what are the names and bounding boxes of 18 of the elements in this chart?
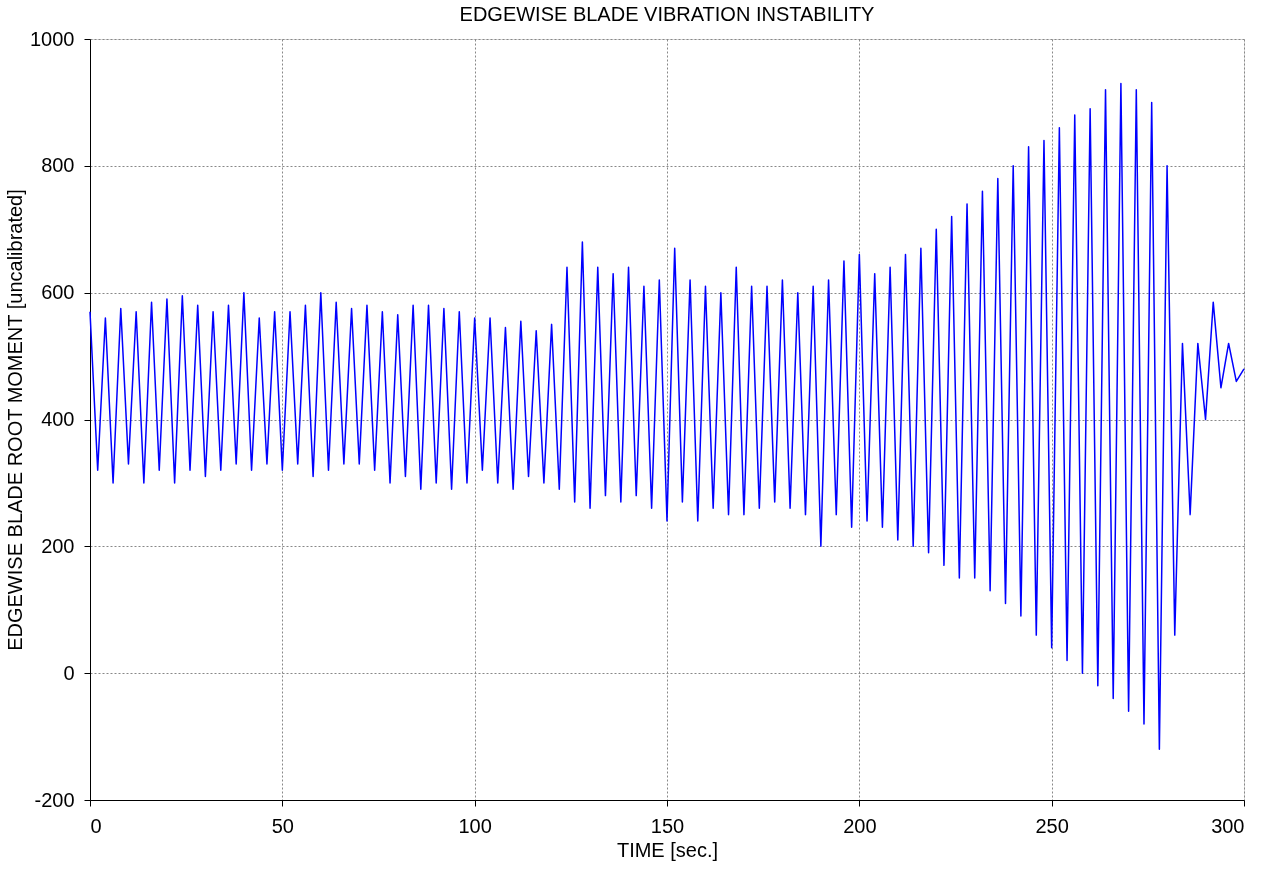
y-axis-title: EDGEWISE BLADE ROOT MOMENT [uncalibrated] — [4, 189, 27, 651]
y-tick-label: -200 — [34, 788, 75, 811]
x-tick-label: 50 — [271, 814, 294, 837]
x-tick-label: 150 — [650, 814, 685, 837]
x-tick-label: 300 — [1211, 814, 1245, 837]
y-tick-label: 0 — [63, 661, 75, 684]
line-series — [89, 82, 1245, 751]
x-tick-label: 0 — [90, 814, 102, 837]
y-tick-label: 1000 — [30, 27, 75, 50]
y-tick-label: 200 — [41, 534, 75, 557]
x-tick-label: 250 — [1035, 814, 1069, 837]
y-tick-label: 800 — [41, 154, 75, 177]
chart-title: EDGEWISE BLADE VIBRATION INSTABILITY — [459, 3, 875, 25]
x-axis-title: TIME [sec.] — [616, 838, 719, 861]
y-tick-label: 600 — [41, 281, 75, 304]
x-tick-label: 200 — [843, 814, 877, 837]
y-tick-label: 400 — [41, 408, 75, 430]
x-tick-label: 100 — [458, 814, 492, 837]
